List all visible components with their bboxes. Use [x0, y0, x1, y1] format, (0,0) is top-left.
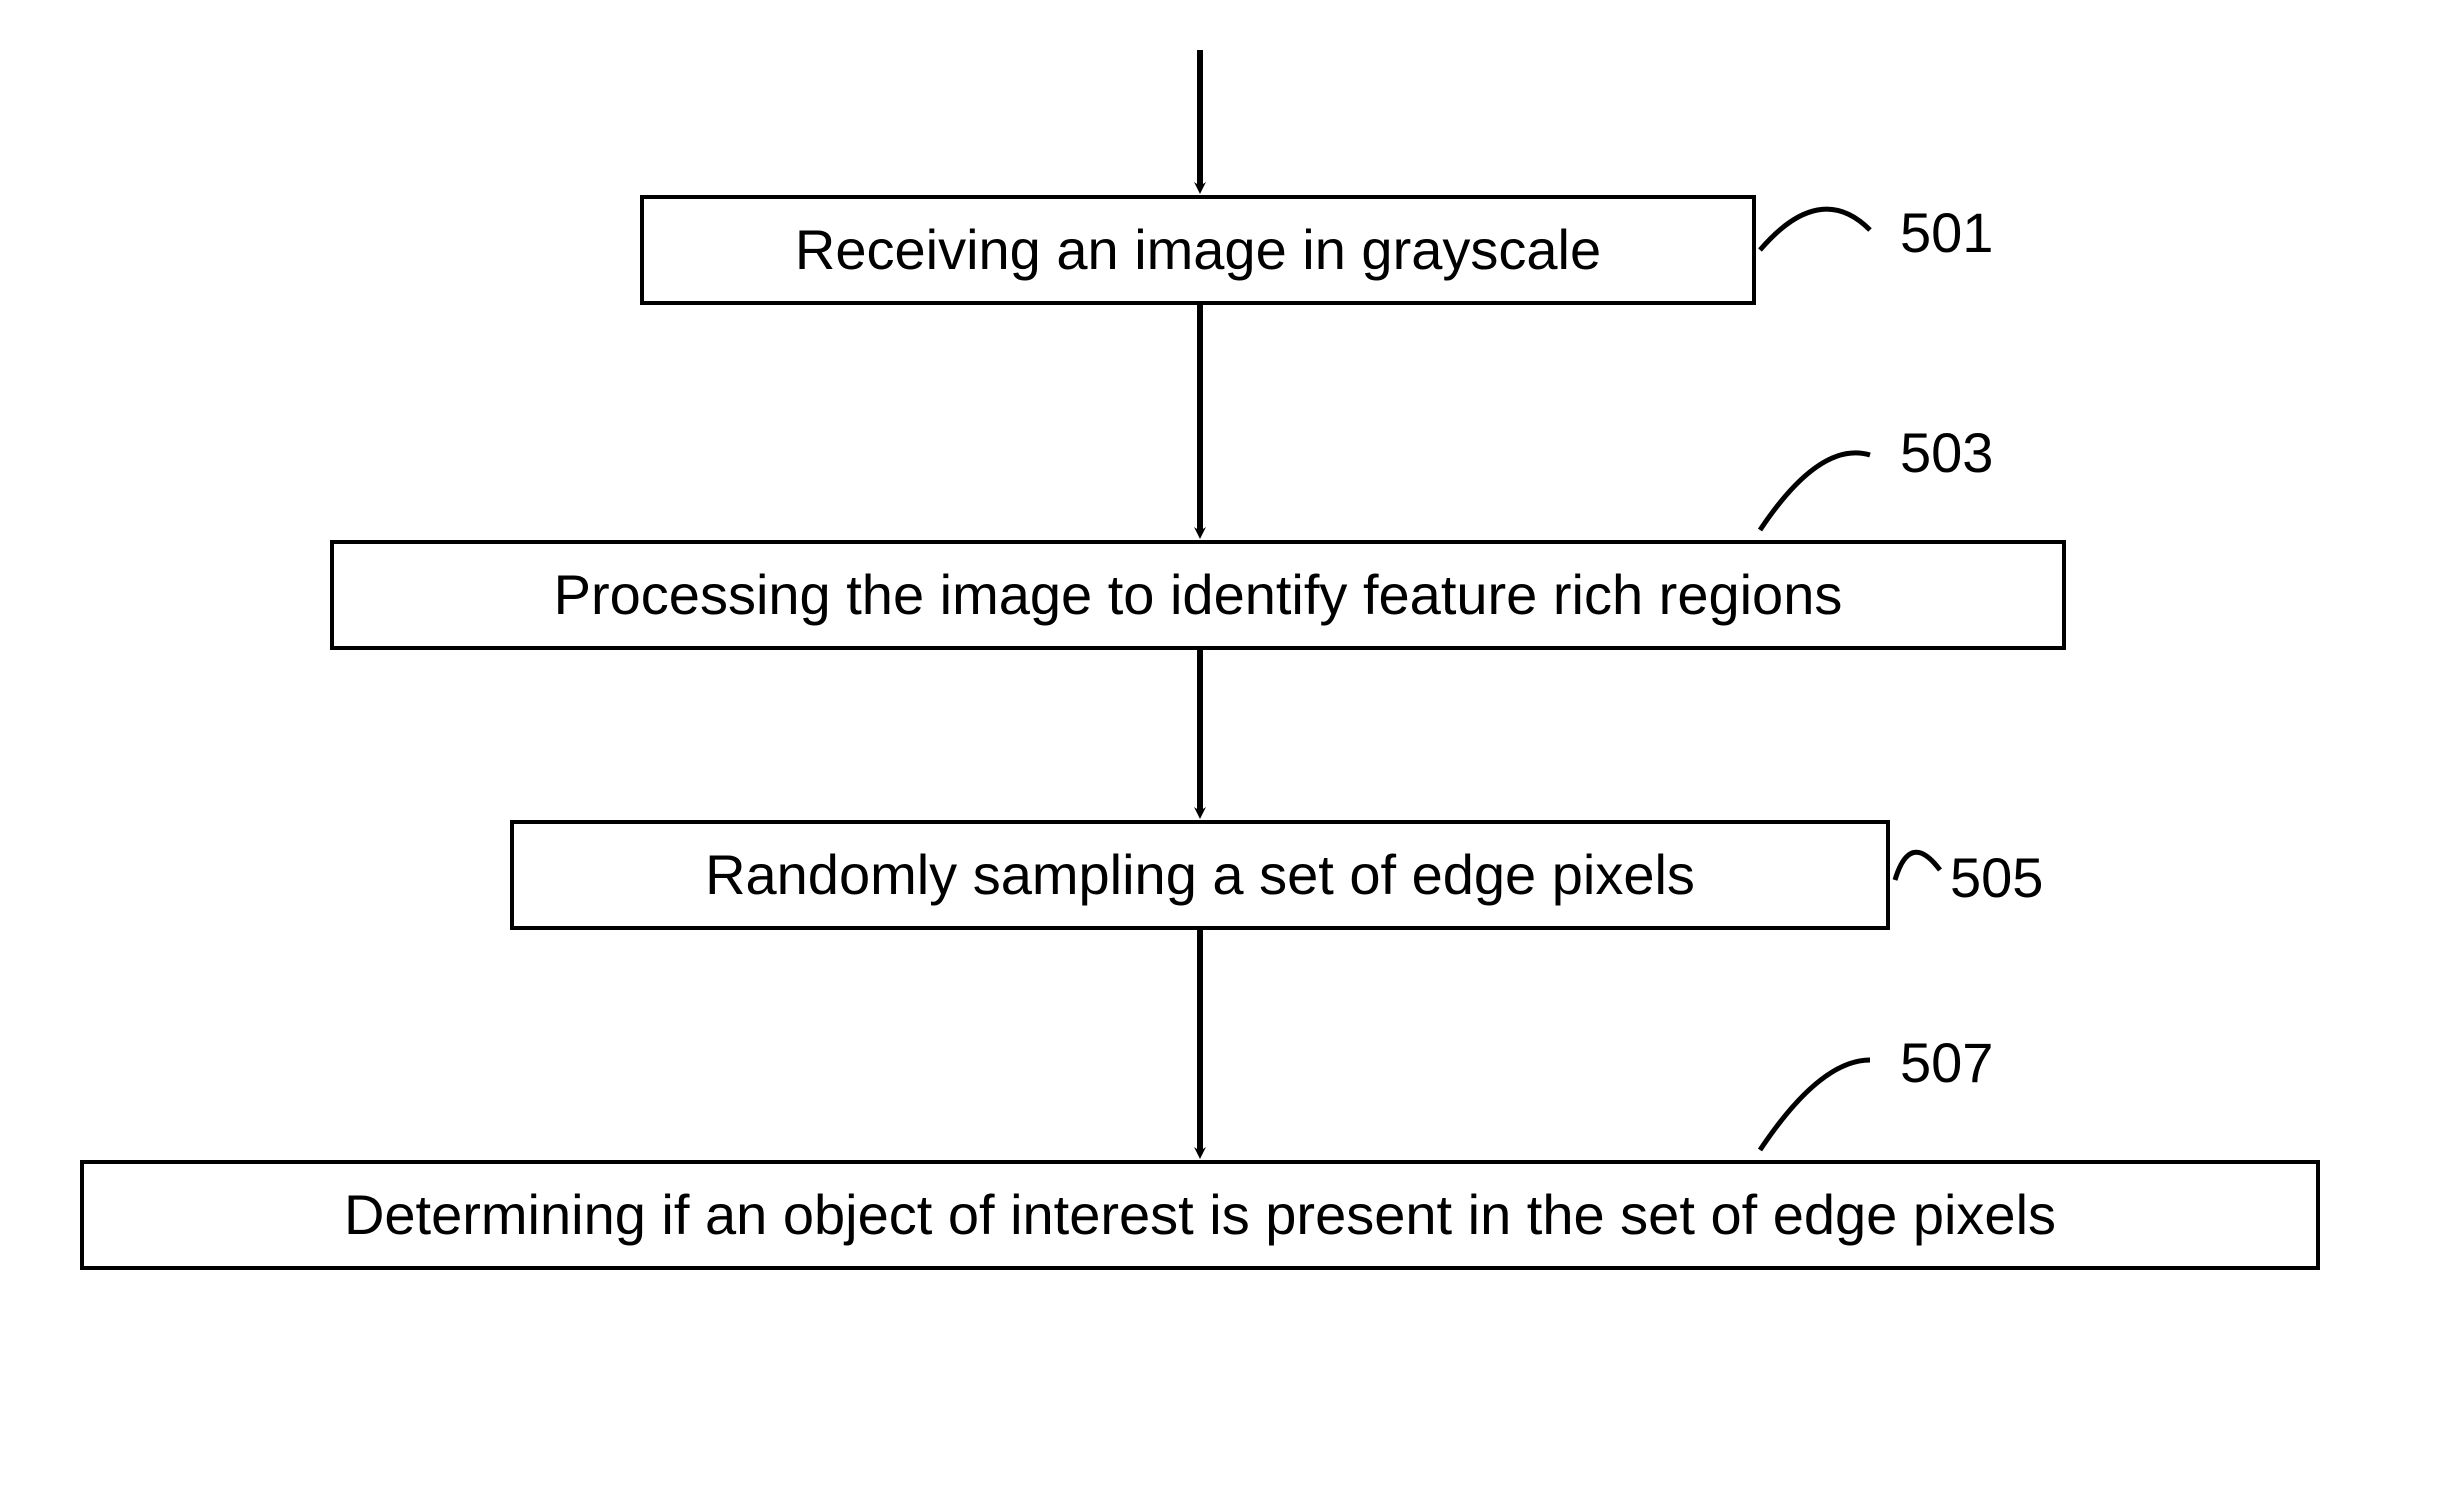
- flow-step-1-label: Receiving an image in grayscale: [795, 219, 1601, 281]
- flow-step-3-label: Randomly sampling a set of edge pixels: [705, 844, 1695, 906]
- flow-step-4-label: Determining if an object of interest is …: [344, 1184, 2056, 1246]
- ref-callout: [1895, 852, 1940, 880]
- ref-callout: [1760, 453, 1870, 530]
- ref-label-1: 501: [1900, 200, 1993, 265]
- ref-callout: [1760, 1060, 1870, 1150]
- flow-step-2: Processing the image to identify feature…: [330, 540, 2066, 650]
- ref-label-4: 507: [1900, 1030, 1993, 1095]
- flow-step-2-label: Processing the image to identify feature…: [554, 564, 1843, 626]
- ref-callout: [1760, 209, 1870, 250]
- ref-label-2: 503: [1900, 420, 1993, 485]
- flow-step-4: Determining if an object of interest is …: [80, 1160, 2320, 1270]
- ref-label-3: 505: [1950, 845, 2043, 910]
- flow-step-1: Receiving an image in grayscale: [640, 195, 1756, 305]
- flow-step-3: Randomly sampling a set of edge pixels: [510, 820, 1890, 930]
